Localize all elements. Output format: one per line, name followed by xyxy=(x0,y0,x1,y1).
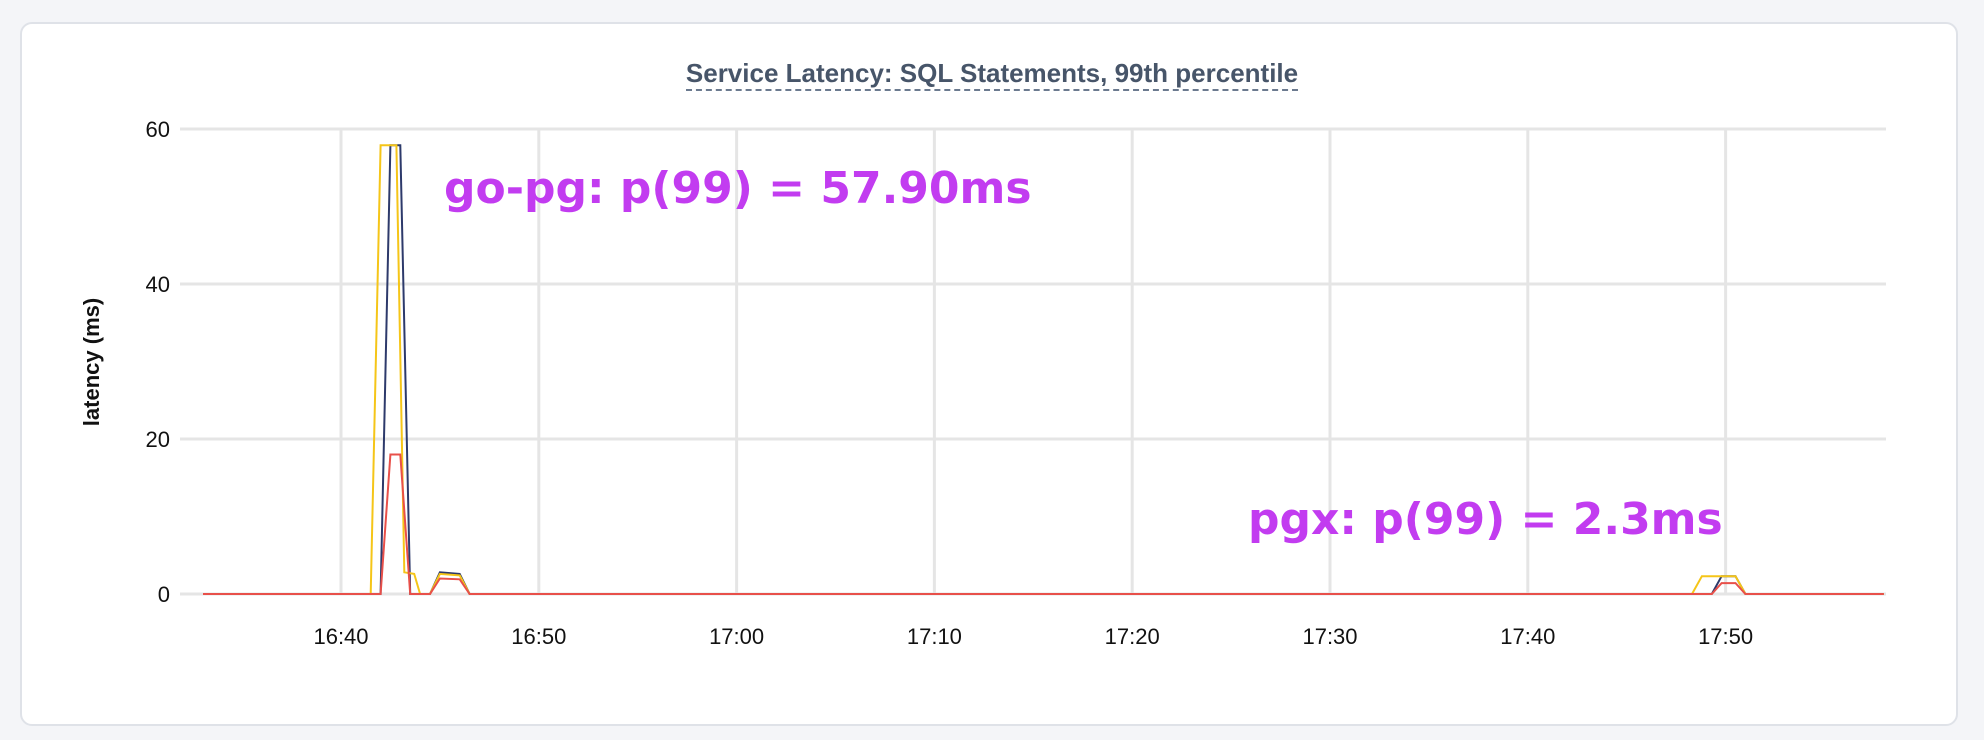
y-axis-ticks: 0 20 40 60 xyxy=(146,117,170,607)
x-tick-label: 17:40 xyxy=(1500,624,1555,649)
chart-panel xyxy=(20,22,1958,726)
y-tick-label: 40 xyxy=(146,272,170,297)
x-tick-label: 17:10 xyxy=(907,624,962,649)
y-tick-label: 0 xyxy=(158,582,170,607)
x-tick-label: 16:50 xyxy=(511,624,566,649)
chart-title[interactable]: Service Latency: SQL Statements, 99th pe… xyxy=(685,58,1299,91)
annotation-go-pg: go-pg: p(99) = 57.90ms xyxy=(444,163,1032,214)
chart-title-wrapper: Service Latency: SQL Statements, 99th pe… xyxy=(0,58,1984,91)
series-lines xyxy=(203,144,1884,595)
y-tick-label: 20 xyxy=(146,427,170,452)
x-tick-label: 17:50 xyxy=(1698,624,1753,649)
y-axis-label: latency (ms) xyxy=(79,298,104,426)
annotation-pgx: pgx: p(99) = 2.3ms xyxy=(1248,494,1723,545)
x-tick-label: 17:30 xyxy=(1302,624,1357,649)
x-tick-label: 17:00 xyxy=(709,624,764,649)
series-line-2[interactable] xyxy=(203,453,1884,595)
grid-lines xyxy=(180,127,1886,596)
x-tick-label: 17:20 xyxy=(1105,624,1160,649)
x-axis-ticks: 16:40 16:50 17:00 17:10 17:20 17:30 17:40 17:50 xyxy=(313,624,1753,649)
x-tick-label: 16:40 xyxy=(313,624,368,649)
series-line-1[interactable] xyxy=(203,144,1884,595)
y-tick-label: 60 xyxy=(146,117,170,142)
